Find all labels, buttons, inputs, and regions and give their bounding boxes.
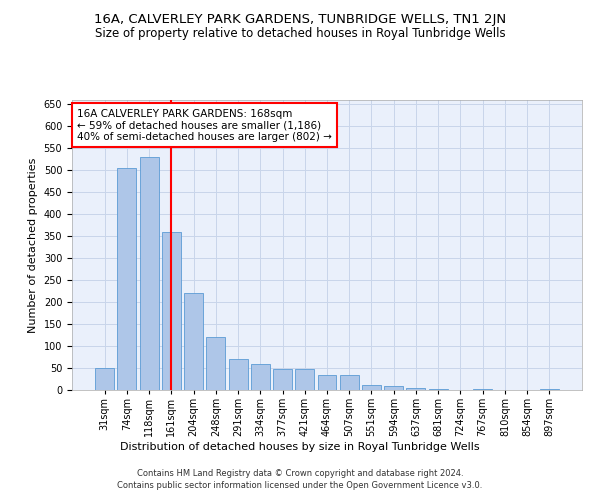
- Text: Contains public sector information licensed under the Open Government Licence v3: Contains public sector information licen…: [118, 481, 482, 490]
- Y-axis label: Number of detached properties: Number of detached properties: [28, 158, 38, 332]
- Text: Distribution of detached houses by size in Royal Tunbridge Wells: Distribution of detached houses by size …: [120, 442, 480, 452]
- Text: Size of property relative to detached houses in Royal Tunbridge Wells: Size of property relative to detached ho…: [95, 28, 505, 40]
- Bar: [406, 388, 425, 390]
- Bar: [184, 294, 203, 390]
- Bar: [317, 374, 337, 390]
- Text: Contains HM Land Registry data © Crown copyright and database right 2024.: Contains HM Land Registry data © Crown c…: [137, 468, 463, 477]
- Bar: [118, 168, 136, 390]
- Bar: [295, 370, 314, 390]
- Bar: [206, 338, 225, 390]
- Bar: [273, 370, 292, 390]
- Bar: [229, 359, 248, 390]
- Bar: [162, 232, 181, 390]
- Bar: [384, 386, 403, 390]
- Bar: [340, 374, 359, 390]
- Bar: [140, 157, 158, 390]
- Bar: [362, 384, 381, 390]
- Bar: [540, 388, 559, 390]
- Bar: [429, 388, 448, 390]
- Text: 16A, CALVERLEY PARK GARDENS, TUNBRIDGE WELLS, TN1 2JN: 16A, CALVERLEY PARK GARDENS, TUNBRIDGE W…: [94, 12, 506, 26]
- Bar: [473, 388, 492, 390]
- Bar: [251, 364, 270, 390]
- Bar: [95, 368, 114, 390]
- Text: 16A CALVERLEY PARK GARDENS: 168sqm
← 59% of detached houses are smaller (1,186)
: 16A CALVERLEY PARK GARDENS: 168sqm ← 59%…: [77, 108, 332, 142]
